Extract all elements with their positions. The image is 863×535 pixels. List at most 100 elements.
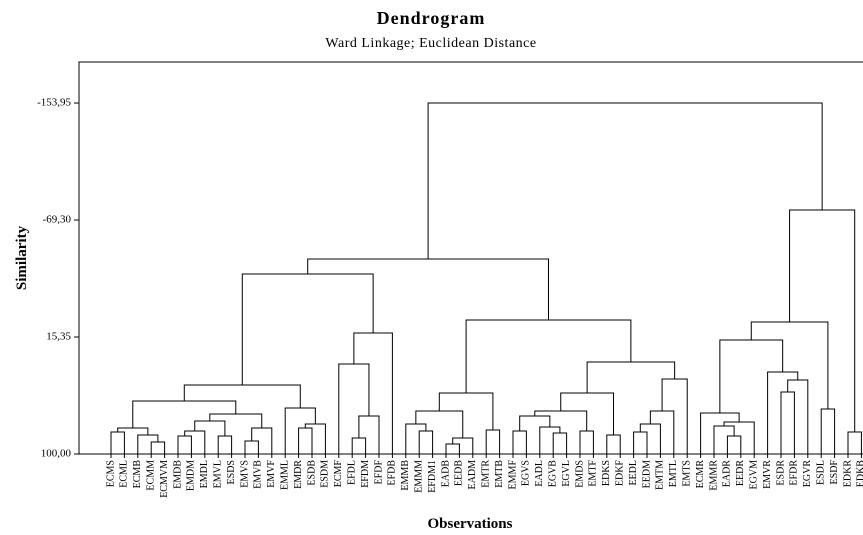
merge-link <box>639 423 661 454</box>
leaf-label: EGVR <box>802 460 813 488</box>
leaf-label: EGVS <box>521 460 532 486</box>
leaf-label: ESDB <box>306 460 317 486</box>
leaf-label: ECMVM <box>159 460 170 498</box>
merge-link <box>452 437 474 454</box>
leaf-label: EMMM <box>413 460 424 493</box>
leaf-label: EGVL <box>561 460 572 487</box>
leaf-label: EEDR <box>735 460 746 486</box>
plot-frame <box>78 61 863 455</box>
leaf-label: EFDM1 <box>427 460 438 493</box>
merge-link <box>700 412 740 454</box>
leaf-label: EMDB <box>172 460 183 489</box>
leaf-label: EMVF <box>266 460 277 488</box>
leaf-label: ECMB <box>132 460 143 489</box>
leaf-label: EFDB <box>387 460 398 486</box>
x-axis-label: Observations <box>427 516 512 532</box>
merge-link <box>787 379 809 454</box>
merge-link <box>132 400 237 429</box>
leaf-label: ECMM <box>145 460 156 491</box>
leaf-label: EDKS <box>601 460 612 486</box>
chart-title: Dendrogram <box>377 8 486 28</box>
leaf-label: EMDM <box>186 460 197 491</box>
leaf-label: ECMS <box>105 460 116 487</box>
merge-link <box>512 430 527 454</box>
leaf-label: EMTM <box>655 460 666 490</box>
merge-link <box>177 435 192 454</box>
leaf-label: ESDS <box>226 460 237 484</box>
leaf-label: EFDR <box>789 460 800 486</box>
merge-link <box>633 431 648 454</box>
merge-link <box>552 432 568 454</box>
leaf-label: EMML <box>279 460 290 490</box>
merge-link <box>438 392 494 431</box>
merge-link <box>298 427 313 454</box>
merge-link <box>723 421 755 454</box>
merge-link <box>184 430 206 454</box>
leaf-label: EEDB <box>454 460 465 486</box>
merge-link <box>820 408 836 454</box>
merge-link <box>251 427 273 454</box>
merge-link <box>519 415 551 432</box>
leaf-label: EMMR <box>708 460 719 491</box>
leaf-label: ESDM <box>320 460 331 488</box>
chart-subtitle: Ward Linkage; Euclidean Distance <box>325 36 536 51</box>
merge-link <box>117 427 149 435</box>
leaf-label: EFDF <box>373 460 384 485</box>
merge-link <box>726 435 742 454</box>
leaf-label: EMVS <box>239 460 250 488</box>
leaf-label: EADL <box>534 460 545 487</box>
leaf-label: EMTB <box>494 460 505 488</box>
leaf-label: ESDR <box>775 460 786 486</box>
merge-link <box>304 423 326 454</box>
leaf-label: EMDR <box>293 460 304 489</box>
merge-link <box>338 363 370 454</box>
leaf-label: EMTS <box>681 460 692 487</box>
merge-link <box>427 102 823 260</box>
merge-link <box>586 361 676 394</box>
leaf-label: EEDL <box>628 460 639 486</box>
leaf-label: EADR <box>722 460 733 488</box>
merge-link <box>579 430 594 454</box>
y-tick-label: -69,30 <box>43 214 72 226</box>
leaf-label: ESDF <box>829 460 840 485</box>
leaf-label: EMVL <box>212 460 223 488</box>
leaf-label: EMTF <box>588 460 599 487</box>
leaf-label: EADB <box>440 460 451 488</box>
merge-link <box>465 319 632 394</box>
leaf-label: EMMF <box>507 460 518 490</box>
merge-link <box>847 431 862 454</box>
merge-link <box>405 423 427 454</box>
merge-link <box>307 258 549 321</box>
merge-link <box>534 410 588 432</box>
leaf-label: EGVB <box>547 460 558 488</box>
y-tick-label: 15,35 <box>46 331 71 343</box>
merge-link <box>485 429 501 454</box>
merge-link <box>217 435 233 454</box>
merge-link <box>606 434 621 454</box>
merge-link <box>750 321 829 410</box>
merge-link <box>418 430 434 454</box>
merge-link <box>713 425 735 454</box>
merge-link <box>183 384 301 409</box>
merge-link <box>150 441 166 454</box>
merge-link <box>110 431 125 454</box>
merge-link <box>539 426 561 454</box>
leaf-label: EMVB <box>253 460 264 489</box>
leaf-label: EDKB <box>856 460 863 488</box>
leaf-label: EMTR <box>480 460 491 488</box>
leaf-label: ECMR <box>695 460 706 489</box>
leaf-label: EMTL <box>668 460 679 487</box>
leaf-label: EFDL <box>346 460 357 485</box>
merge-link <box>244 440 259 454</box>
leaf-label: ESDL <box>815 460 826 485</box>
y-tick-label: -153,95 <box>37 97 71 109</box>
leaf-label: EFDM <box>360 460 371 488</box>
leaf-label: EDKR <box>842 460 853 488</box>
merge-link <box>445 443 460 454</box>
leaf-label: EMDL <box>199 460 210 488</box>
merge-link <box>284 407 316 454</box>
leaf-label: EMMB <box>400 460 411 491</box>
merge-link <box>780 391 795 454</box>
merge-link <box>241 273 374 386</box>
merge-link <box>719 339 784 414</box>
